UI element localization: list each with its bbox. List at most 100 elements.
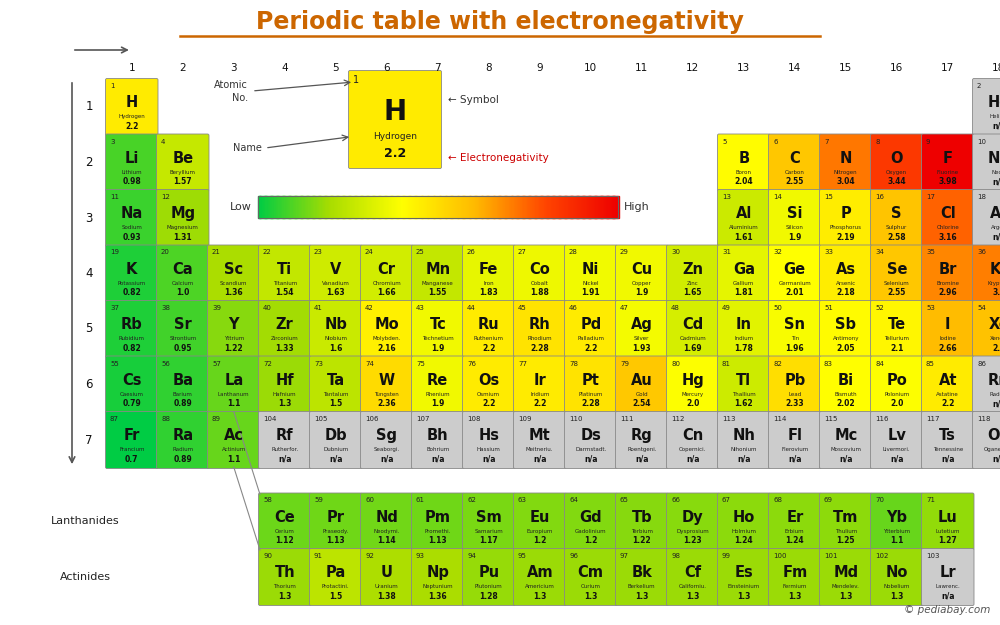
Bar [607, 196, 609, 218]
Text: Carbon: Carbon [785, 170, 805, 175]
FancyBboxPatch shape [156, 189, 209, 246]
Bar [286, 196, 287, 218]
Bar [346, 196, 347, 218]
Bar [277, 196, 279, 218]
Bar [560, 196, 562, 218]
Text: 2.55: 2.55 [786, 177, 804, 186]
Bar [565, 196, 567, 218]
Bar [391, 196, 393, 218]
Bar [290, 196, 292, 218]
Text: 100: 100 [773, 553, 786, 559]
Bar [388, 196, 389, 218]
Text: Calcium: Calcium [172, 281, 194, 286]
Bar [466, 196, 467, 218]
Text: n/a: n/a [941, 592, 954, 601]
Text: Nh: Nh [732, 428, 755, 443]
FancyBboxPatch shape [156, 356, 209, 413]
Text: Mercury: Mercury [682, 392, 704, 397]
Text: 2.33: 2.33 [785, 399, 804, 409]
Text: n/a: n/a [380, 455, 394, 464]
Bar [306, 196, 308, 218]
Text: 4: 4 [85, 267, 93, 280]
Text: Dysprosium: Dysprosium [676, 529, 709, 534]
Bar [509, 196, 510, 218]
Text: n/a: n/a [686, 455, 700, 464]
FancyBboxPatch shape [564, 493, 617, 550]
Bar [263, 196, 264, 218]
Text: 10: 10 [977, 139, 986, 144]
Text: Ag: Ag [631, 317, 653, 332]
FancyBboxPatch shape [972, 301, 1000, 358]
Text: 2.2: 2.2 [584, 344, 597, 353]
Text: Seaborgi.: Seaborgi. [374, 448, 400, 452]
Text: 109: 109 [518, 416, 532, 422]
FancyBboxPatch shape [106, 301, 158, 358]
Bar [318, 196, 320, 218]
Text: As: As [836, 262, 856, 277]
Text: 118: 118 [977, 416, 990, 422]
Bar [370, 196, 371, 218]
Text: Sr: Sr [174, 317, 192, 332]
Bar [320, 196, 322, 218]
Text: N: N [840, 151, 852, 166]
Text: 58: 58 [263, 498, 272, 504]
Bar [473, 196, 475, 218]
Text: 46: 46 [569, 305, 578, 311]
Text: 2.2: 2.2 [941, 399, 954, 409]
FancyBboxPatch shape [310, 245, 362, 302]
Text: 21: 21 [212, 249, 221, 256]
FancyBboxPatch shape [412, 245, 464, 302]
Text: 3.0: 3.0 [992, 289, 1000, 298]
Text: Tellurium: Tellurium [884, 336, 909, 341]
Text: Ge: Ge [784, 262, 806, 277]
Text: Og: Og [987, 428, 1000, 443]
Text: Bismuth: Bismuth [834, 392, 857, 397]
Text: Hg: Hg [681, 372, 704, 388]
FancyBboxPatch shape [208, 301, 260, 358]
FancyBboxPatch shape [666, 549, 719, 606]
Bar [353, 196, 354, 218]
FancyBboxPatch shape [156, 411, 209, 469]
Text: No.: No. [232, 93, 248, 103]
Bar [316, 196, 317, 218]
Text: Fermium: Fermium [783, 584, 807, 589]
Text: 2.54: 2.54 [633, 399, 651, 409]
Text: 2.01: 2.01 [785, 289, 804, 298]
Text: S: S [892, 206, 902, 221]
Bar [402, 196, 404, 218]
Text: Vanadium: Vanadium [322, 281, 350, 286]
FancyBboxPatch shape [564, 301, 617, 358]
Bar [302, 196, 304, 218]
Text: Hs: Hs [478, 428, 499, 443]
Text: 1.3: 1.3 [635, 592, 648, 601]
Bar [475, 196, 477, 218]
Text: 18: 18 [977, 194, 986, 200]
Bar [400, 196, 401, 218]
Text: Zirconium: Zirconium [271, 336, 299, 341]
Bar [361, 196, 363, 218]
Bar [426, 196, 428, 218]
Bar [556, 196, 557, 218]
Bar [424, 196, 425, 218]
Bar [319, 196, 321, 218]
Bar [335, 196, 336, 218]
Text: Tb: Tb [631, 509, 652, 524]
Text: Niobium: Niobium [324, 336, 347, 341]
Bar [474, 196, 476, 218]
Text: Cm: Cm [578, 565, 604, 580]
Text: Rubidium: Rubidium [119, 336, 145, 341]
FancyBboxPatch shape [718, 189, 770, 246]
Text: Atomic: Atomic [214, 80, 248, 90]
Bar [455, 196, 456, 218]
Bar [348, 196, 350, 218]
Bar [536, 196, 538, 218]
Bar [449, 196, 450, 218]
Bar [377, 196, 378, 218]
Text: 56: 56 [161, 361, 170, 366]
Text: Rh: Rh [529, 317, 551, 332]
Bar [292, 196, 293, 218]
Text: Tm: Tm [833, 509, 858, 524]
Text: Samarium: Samarium [474, 529, 503, 534]
Bar [360, 196, 362, 218]
Text: 11: 11 [110, 194, 119, 200]
